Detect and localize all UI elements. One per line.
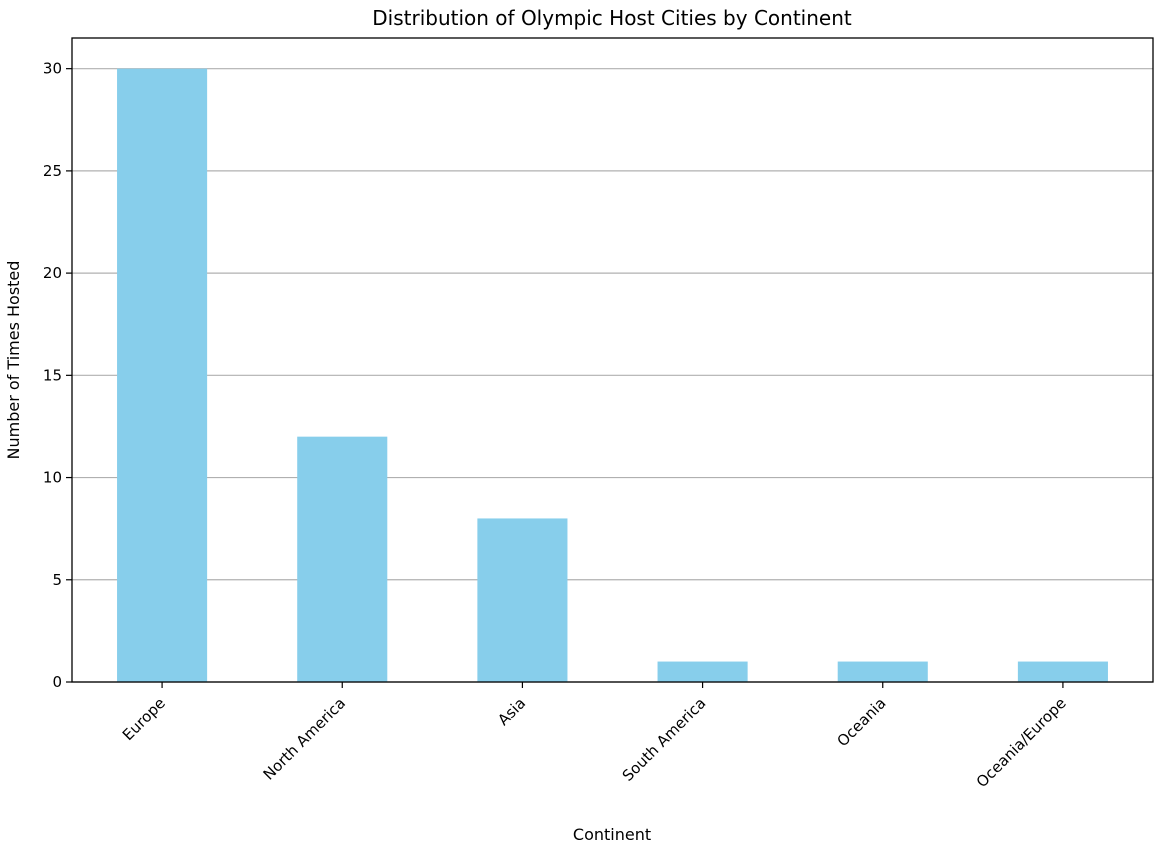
plot-frame: [71, 37, 1154, 683]
chart-title: Distribution of Olympic Host Cities by C…: [372, 6, 852, 30]
x-tick-label: Europe: [119, 694, 169, 744]
y-tick-label: 5: [52, 571, 62, 589]
bar: [477, 518, 568, 682]
gridlines: [72, 68, 1153, 683]
y-tick-label: 0: [52, 673, 62, 691]
bar: [1017, 661, 1108, 682]
x-tick-label: South America: [619, 694, 710, 785]
y-tick-label: 30: [43, 60, 62, 78]
bars: [117, 68, 1108, 682]
y-tick-label: 10: [43, 469, 62, 487]
bar: [837, 661, 928, 682]
y-tick-label: 25: [43, 162, 62, 180]
y-tick-label: 15: [43, 366, 62, 384]
x-tick-label: Oceania: [833, 694, 889, 750]
x-axis-ticks: Europe North America Asia South America Ocea…: [119, 682, 1070, 791]
x-tick-label: Asia: [494, 694, 529, 729]
bar: [297, 436, 388, 682]
bar: [657, 661, 748, 682]
y-tick-label: 20: [43, 264, 62, 282]
x-tick-label: Oceania/Europe: [973, 694, 1070, 791]
y-axis-ticks: 0 5 10 15 20 25 30: [43, 60, 72, 691]
y-axis-label: Number of Times Hosted: [4, 261, 23, 460]
x-axis-label: Continent: [573, 825, 651, 844]
bar: [117, 68, 208, 682]
x-tick-label: North America: [260, 694, 350, 784]
